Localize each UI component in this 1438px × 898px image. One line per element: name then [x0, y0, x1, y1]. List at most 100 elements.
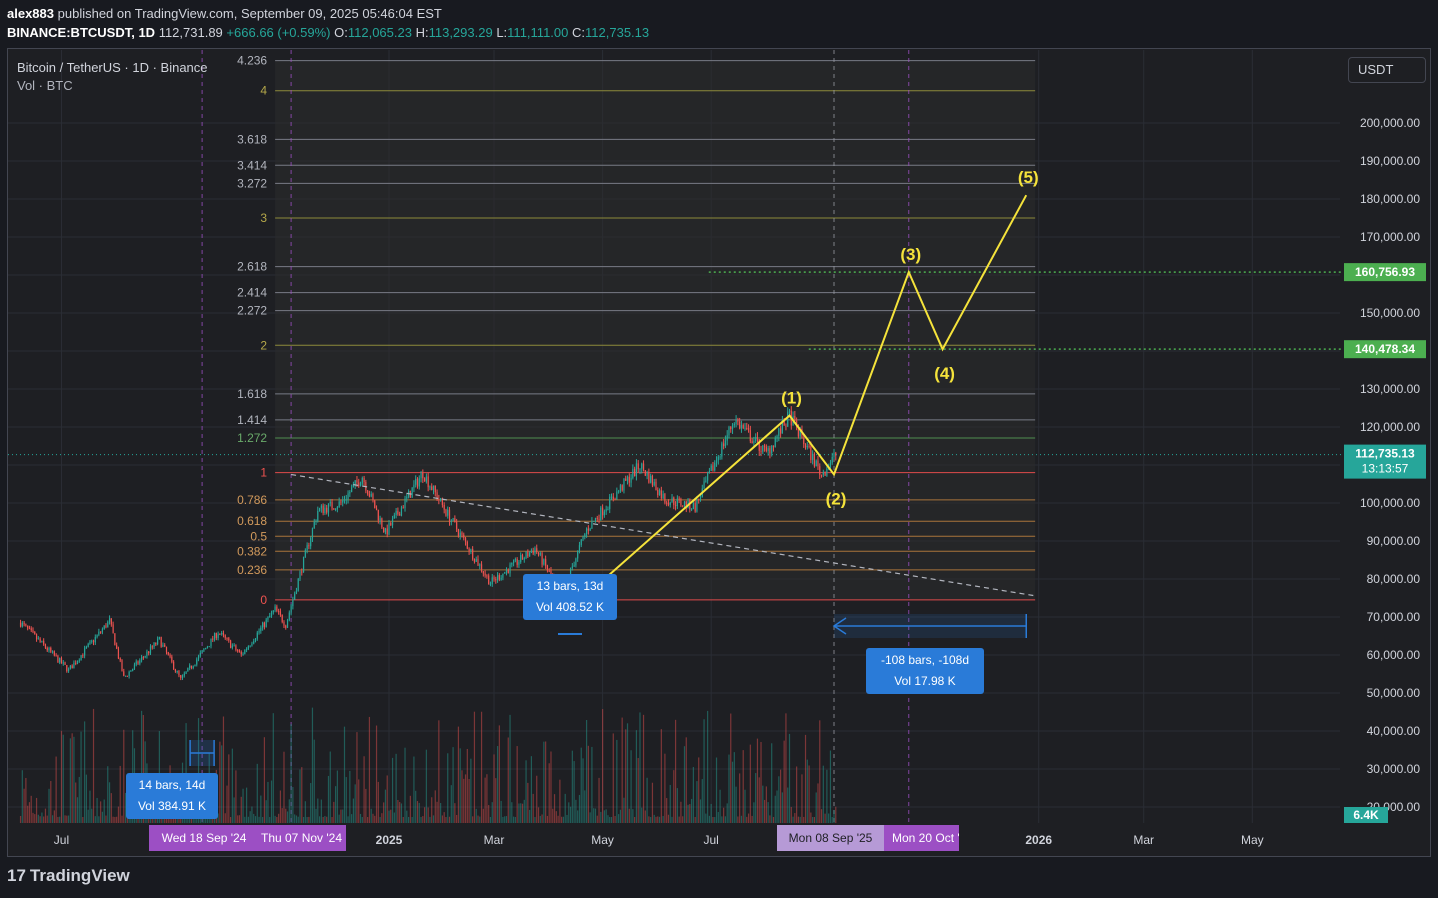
candle-body: [812, 453, 814, 461]
candle-body: [253, 641, 255, 644]
volume-bar: [82, 816, 84, 823]
volume-bar: [657, 816, 659, 823]
volume-bar: [829, 750, 832, 823]
volume-bar: [286, 811, 289, 823]
volume-bar: [616, 739, 618, 823]
volume-bar: [630, 750, 632, 823]
currency-button[interactable]: USDT: [1348, 57, 1426, 83]
candle-body: [197, 655, 200, 660]
fib-level-label: 3.272: [237, 176, 267, 190]
candle-body: [322, 505, 324, 514]
fib-level-label: 2.414: [237, 286, 267, 300]
volume-bar: [128, 816, 130, 823]
candle-body: [80, 655, 82, 661]
volume-bar: [356, 732, 358, 823]
high-value: 113,293.29: [428, 25, 493, 40]
volume-bar: [715, 757, 718, 823]
candle-body: [813, 453, 816, 467]
candle-body: [167, 652, 169, 655]
volume-bar: [155, 815, 157, 823]
candle-body: [30, 628, 32, 631]
candle-body: [625, 478, 627, 481]
volume-bar: [237, 815, 239, 823]
candle-body: [142, 657, 144, 659]
candle-body: [634, 468, 636, 477]
candle-body: [174, 669, 176, 672]
volume-bar: [53, 810, 55, 823]
volume-bar: [276, 816, 278, 823]
volume-bar: [331, 817, 333, 823]
volume-bar: [548, 763, 550, 823]
candle-body: [714, 462, 716, 471]
volume-bar: [336, 770, 338, 823]
measurement-info-box[interactable]: -108 bars, -108d Vol 17.98 K: [866, 648, 984, 694]
volume-bar: [785, 713, 787, 823]
volume-bar: [388, 810, 390, 823]
candle-body: [432, 485, 435, 491]
candle-body: [676, 498, 678, 507]
volume-bar: [546, 815, 549, 823]
fib-level-label: 1: [260, 466, 267, 480]
volume-bar: [176, 816, 178, 823]
candle-body: [767, 448, 769, 451]
candle-body: [281, 615, 283, 622]
candle-body: [27, 625, 29, 629]
volume-bar: [379, 816, 381, 823]
volume-bar: [290, 724, 292, 823]
volume-bar: [192, 815, 194, 823]
candle-body: [283, 621, 285, 626]
volume-bar: [39, 816, 41, 823]
candle-body: [285, 625, 287, 628]
candle-body: [475, 559, 477, 562]
candle-body: [707, 473, 709, 481]
volume-bar: [73, 736, 75, 823]
volume-bar: [733, 752, 735, 823]
candle-body: [105, 625, 107, 628]
candle-body: [479, 564, 481, 566]
volume-bar: [187, 815, 189, 823]
ohlc-header: BINANCE:BTCUSDT, 1D 112,731.89 +666.66 (…: [7, 25, 649, 40]
volume-bar: [569, 806, 572, 823]
candle-body: [390, 522, 392, 526]
candle-body: [456, 522, 458, 530]
candle-body: [173, 661, 175, 670]
wave-label: (4): [934, 364, 955, 383]
wave-path: [582, 194, 1028, 599]
candle-body: [39, 638, 41, 642]
volume-bar: [831, 816, 833, 823]
candle-body: [222, 632, 225, 636]
volume-bar: [324, 815, 326, 823]
candle-body: [644, 470, 646, 476]
candle-body: [774, 438, 776, 448]
volume-bar: [294, 814, 296, 823]
volume-bar: [653, 814, 655, 823]
candle-body: [233, 645, 235, 647]
volume-bar: [171, 816, 173, 823]
author-name[interactable]: alex883: [7, 6, 54, 21]
candle-body: [808, 445, 810, 447]
candle-body: [315, 520, 317, 522]
volume-bar: [644, 810, 646, 823]
volume-bar: [219, 741, 221, 823]
candle-body: [406, 496, 408, 499]
candle-body: [32, 630, 34, 632]
candle-body: [237, 650, 239, 652]
volume-bar: [413, 756, 415, 823]
volume-bar: [571, 750, 573, 823]
candle-body: [464, 537, 467, 542]
measurement-info-box[interactable]: 13 bars, 13d Vol 408.52 K: [523, 574, 617, 620]
volume-bar: [142, 715, 144, 823]
volume-bar: [566, 814, 568, 823]
volume-bar: [253, 813, 255, 823]
candle-body: [438, 499, 440, 501]
volume-bar: [288, 799, 290, 823]
candle-body: [486, 575, 488, 577]
candle-body: [48, 648, 50, 651]
candle-body: [642, 463, 645, 471]
candle-body: [698, 499, 700, 501]
measurement-info-box[interactable]: 14 bars, 14d Vol 384.91 K: [126, 773, 218, 819]
volume-bar: [91, 808, 93, 823]
target-price-tag: [1344, 340, 1426, 359]
volume-bar: [634, 816, 636, 823]
